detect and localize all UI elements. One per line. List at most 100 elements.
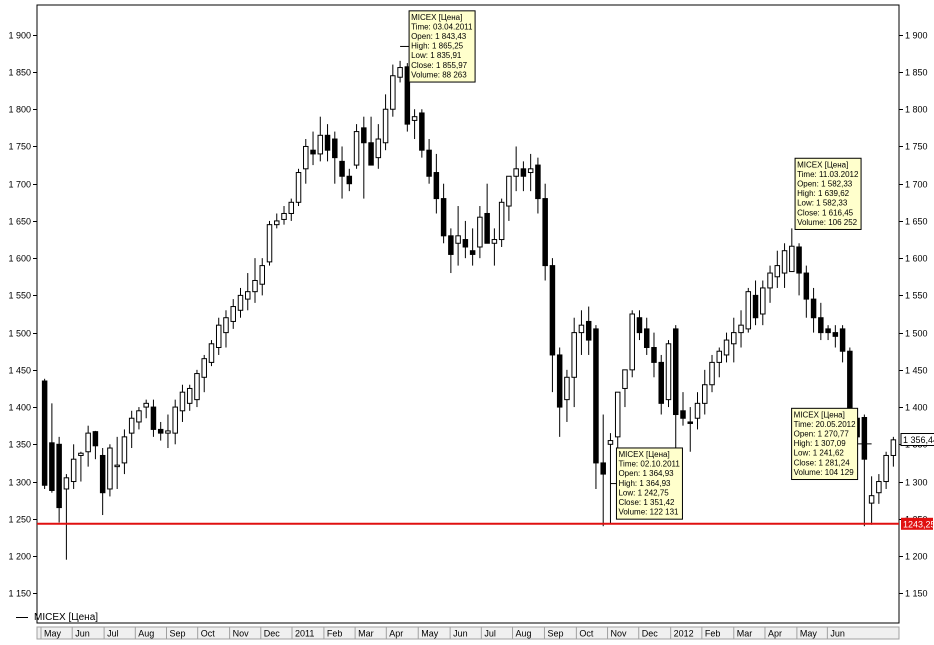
candle[interactable] (136, 407, 142, 430)
candle[interactable] (702, 369, 708, 415)
candle[interactable] (709, 354, 715, 393)
candle[interactable] (324, 124, 331, 162)
candle[interactable] (694, 392, 701, 430)
candle[interactable] (839, 325, 846, 363)
candle[interactable] (578, 310, 585, 355)
candle[interactable] (738, 310, 744, 348)
candle[interactable] (63, 474, 70, 560)
candle[interactable] (419, 109, 425, 158)
candle[interactable] (346, 168, 353, 192)
candle[interactable] (825, 325, 831, 341)
candle[interactable] (564, 369, 570, 422)
candle[interactable] (303, 139, 309, 184)
candle[interactable] (382, 94, 389, 151)
candle[interactable] (585, 306, 592, 355)
candle[interactable] (252, 258, 258, 303)
candle[interactable] (571, 317, 577, 408)
candle[interactable] (172, 399, 178, 445)
candle[interactable] (469, 228, 476, 266)
candle[interactable] (774, 250, 781, 288)
candle[interactable] (244, 273, 251, 311)
candle[interactable] (375, 124, 382, 169)
candle[interactable] (861, 414, 868, 527)
candle[interactable] (868, 476, 875, 525)
candle[interactable] (890, 436, 897, 467)
candle[interactable] (143, 399, 149, 419)
candle[interactable] (593, 325, 599, 489)
candle[interactable] (332, 131, 338, 184)
candle[interactable] (498, 198, 505, 247)
candle[interactable] (506, 175, 512, 221)
candle[interactable] (92, 430, 99, 460)
candle[interactable] (513, 146, 519, 192)
candle[interactable] (390, 64, 396, 117)
candle[interactable] (622, 369, 628, 408)
candle[interactable] (194, 369, 200, 408)
candle[interactable] (78, 451, 84, 482)
candle[interactable] (832, 325, 839, 348)
candle[interactable] (803, 265, 810, 318)
candle[interactable] (150, 399, 157, 437)
candle[interactable] (186, 384, 193, 411)
candle[interactable] (789, 228, 795, 273)
candle[interactable] (295, 168, 302, 207)
candle[interactable] (85, 425, 91, 467)
candle[interactable] (542, 183, 548, 281)
candle[interactable] (215, 317, 222, 355)
candle[interactable] (455, 206, 461, 266)
candle[interactable] (353, 124, 360, 169)
candle[interactable] (760, 280, 766, 326)
candle[interactable] (41, 378, 48, 489)
candle[interactable] (607, 433, 614, 524)
candle[interactable] (404, 63, 411, 132)
candle[interactable] (411, 109, 418, 140)
candle[interactable] (549, 258, 556, 393)
candle[interactable] (520, 161, 527, 192)
candle[interactable] (767, 265, 773, 303)
candle[interactable] (266, 220, 273, 266)
candle[interactable] (876, 474, 882, 504)
candle[interactable] (317, 116, 324, 162)
candle[interactable] (368, 116, 374, 166)
candle[interactable] (310, 131, 316, 166)
candle[interactable] (157, 421, 164, 441)
candle[interactable] (281, 206, 287, 225)
candle[interactable] (818, 302, 824, 341)
candle[interactable] (121, 429, 128, 475)
candle[interactable] (643, 317, 650, 355)
candle[interactable] (179, 384, 186, 422)
candle[interactable] (716, 347, 723, 378)
candle[interactable] (288, 198, 295, 221)
candle[interactable] (745, 287, 752, 333)
candle[interactable] (723, 332, 730, 363)
candle[interactable] (426, 139, 432, 184)
candle[interactable] (114, 436, 120, 489)
candle[interactable] (274, 213, 280, 229)
candle[interactable] (201, 354, 207, 393)
candle[interactable] (462, 220, 469, 259)
candle[interactable] (230, 299, 236, 329)
candle[interactable] (128, 410, 135, 449)
candle[interactable] (672, 325, 679, 460)
candle[interactable] (56, 436, 62, 523)
candle[interactable] (810, 287, 817, 333)
candle[interactable] (223, 310, 229, 348)
candle[interactable] (440, 183, 447, 244)
candle[interactable] (687, 407, 694, 452)
candle[interactable] (165, 414, 171, 449)
candle[interactable] (491, 228, 498, 266)
candle[interactable] (208, 340, 215, 367)
candle[interactable] (433, 153, 440, 214)
candle[interactable] (796, 243, 802, 296)
candle[interactable] (397, 60, 403, 83)
candle[interactable] (49, 403, 55, 493)
candle[interactable] (99, 448, 106, 516)
candle[interactable] (731, 317, 737, 363)
candle[interactable] (651, 332, 657, 378)
candle[interactable] (658, 354, 664, 415)
candle[interactable] (448, 228, 454, 274)
candle[interactable] (665, 340, 672, 408)
candle[interactable] (752, 280, 759, 326)
